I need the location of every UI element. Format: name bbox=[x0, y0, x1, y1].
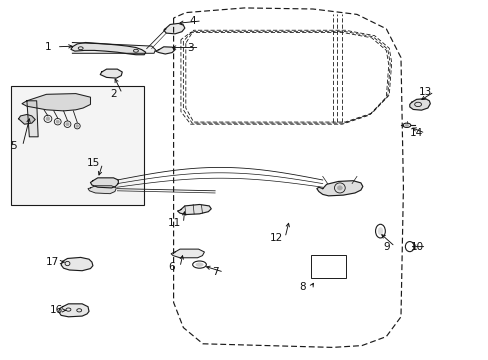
Polygon shape bbox=[163, 23, 184, 34]
Polygon shape bbox=[61, 257, 93, 271]
Text: 15: 15 bbox=[87, 158, 101, 168]
Ellipse shape bbox=[337, 186, 342, 190]
Polygon shape bbox=[177, 204, 211, 215]
Text: 4: 4 bbox=[189, 16, 196, 26]
Text: 8: 8 bbox=[298, 282, 305, 292]
Polygon shape bbox=[88, 186, 116, 194]
Text: 11: 11 bbox=[167, 218, 181, 228]
Polygon shape bbox=[409, 99, 429, 110]
Ellipse shape bbox=[65, 122, 69, 126]
Polygon shape bbox=[19, 114, 35, 124]
Polygon shape bbox=[72, 42, 155, 53]
Polygon shape bbox=[59, 304, 89, 317]
Text: 12: 12 bbox=[269, 233, 283, 243]
Bar bbox=[310, 255, 345, 278]
Polygon shape bbox=[71, 42, 145, 55]
Polygon shape bbox=[27, 101, 38, 137]
Text: 10: 10 bbox=[410, 242, 423, 252]
Ellipse shape bbox=[377, 228, 382, 235]
Polygon shape bbox=[90, 178, 118, 188]
Ellipse shape bbox=[195, 263, 203, 266]
Bar bbox=[11, 86, 143, 205]
Text: 9: 9 bbox=[382, 242, 389, 252]
Ellipse shape bbox=[404, 124, 408, 126]
Polygon shape bbox=[22, 94, 90, 111]
Ellipse shape bbox=[56, 120, 60, 123]
Polygon shape bbox=[316, 181, 362, 196]
Polygon shape bbox=[171, 249, 204, 258]
Text: 16: 16 bbox=[49, 305, 63, 315]
Text: 3: 3 bbox=[187, 42, 194, 53]
Text: 2: 2 bbox=[110, 89, 117, 99]
Polygon shape bbox=[100, 69, 122, 78]
Ellipse shape bbox=[76, 125, 79, 127]
Text: 6: 6 bbox=[167, 262, 174, 272]
Text: 14: 14 bbox=[409, 128, 423, 138]
Ellipse shape bbox=[46, 117, 50, 121]
Text: 17: 17 bbox=[45, 257, 59, 267]
Polygon shape bbox=[155, 47, 175, 54]
Text: 1: 1 bbox=[44, 42, 51, 52]
Text: 13: 13 bbox=[418, 87, 431, 97]
Text: 7: 7 bbox=[211, 267, 218, 277]
Text: 5: 5 bbox=[10, 141, 17, 151]
